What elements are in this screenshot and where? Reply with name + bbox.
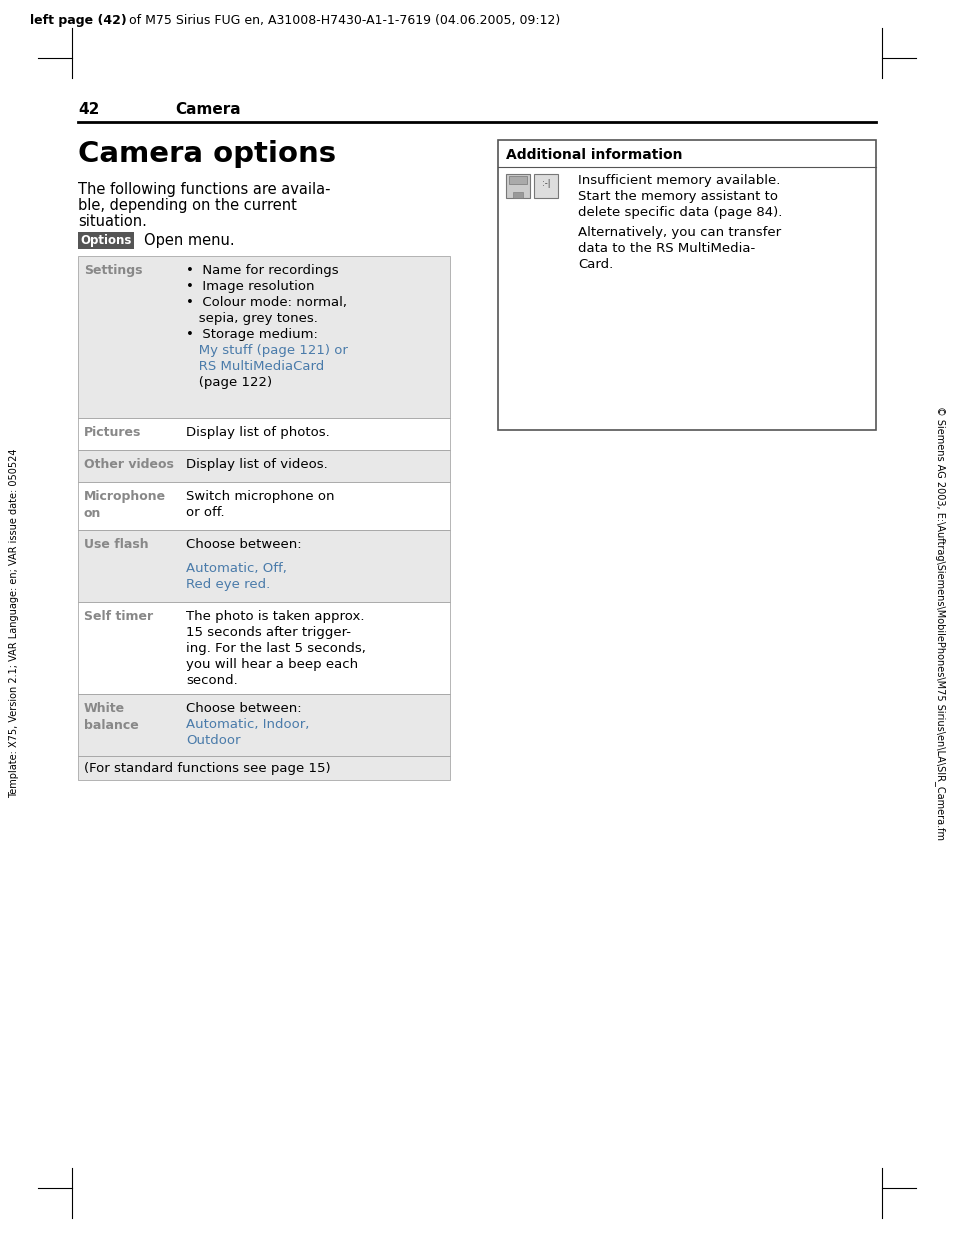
- Text: of M75 Sirius FUG en, A31008-H7430-A1-1-7619 (04.06.2005, 09:12): of M75 Sirius FUG en, A31008-H7430-A1-1-…: [125, 14, 559, 27]
- Bar: [78, 756, 450, 780]
- Bar: [78, 602, 450, 694]
- Bar: [513, 192, 522, 198]
- Text: Insufficient memory available.: Insufficient memory available.: [578, 174, 780, 187]
- Text: My stuff (page 121) or: My stuff (page 121) or: [186, 344, 348, 358]
- Text: data to the RS MultiMedia-: data to the RS MultiMedia-: [578, 242, 755, 255]
- Text: Choose between:: Choose between:: [186, 701, 301, 715]
- Text: Additional information: Additional information: [505, 148, 681, 162]
- Text: Red eye red.: Red eye red.: [186, 578, 270, 591]
- Text: Switch microphone on: Switch microphone on: [186, 490, 335, 503]
- Text: 15 seconds after trigger-: 15 seconds after trigger-: [186, 625, 351, 639]
- Bar: [78, 482, 450, 530]
- Text: Display list of photos.: Display list of photos.: [186, 426, 330, 439]
- Text: or off.: or off.: [186, 506, 224, 520]
- Text: The following functions are availa-: The following functions are availa-: [78, 182, 330, 197]
- Text: Settings: Settings: [84, 264, 142, 277]
- Text: Outdoor: Outdoor: [186, 734, 240, 748]
- Text: Automatic, Indoor,: Automatic, Indoor,: [186, 718, 309, 731]
- Bar: [78, 694, 450, 756]
- Text: Automatic, Off,: Automatic, Off,: [186, 562, 287, 574]
- Text: Options: Options: [80, 234, 132, 247]
- Text: ing. For the last 5 seconds,: ing. For the last 5 seconds,: [186, 642, 366, 655]
- Text: •  Name for recordings: • Name for recordings: [186, 264, 338, 277]
- Text: 42: 42: [78, 102, 99, 117]
- Text: Camera: Camera: [174, 102, 240, 117]
- Text: Choose between:: Choose between:: [186, 538, 301, 551]
- Bar: [509, 176, 526, 184]
- Text: The photo is taken approx.: The photo is taken approx.: [186, 611, 364, 623]
- Bar: [78, 232, 133, 249]
- Text: Alternatively, you can transfer: Alternatively, you can transfer: [578, 226, 781, 239]
- Text: Camera options: Camera options: [78, 140, 335, 168]
- Text: RS MultiMediaCard: RS MultiMediaCard: [186, 360, 324, 373]
- Text: Card.: Card.: [578, 258, 613, 270]
- Text: Pictures: Pictures: [84, 426, 141, 439]
- Text: (page 122): (page 122): [186, 376, 272, 389]
- Bar: [534, 174, 558, 198]
- Text: delete specific data (page 84).: delete specific data (page 84).: [578, 206, 781, 219]
- Text: Start the memory assistant to: Start the memory assistant to: [578, 189, 778, 203]
- Text: (For standard functions see page 15): (For standard functions see page 15): [84, 763, 331, 775]
- Text: Microphone
on: Microphone on: [84, 490, 166, 520]
- Text: situation.: situation.: [78, 214, 147, 229]
- Text: •  Colour mode: normal,: • Colour mode: normal,: [186, 297, 347, 309]
- Text: •  Storage medium:: • Storage medium:: [186, 328, 317, 341]
- Text: Other videos: Other videos: [84, 459, 173, 471]
- Text: sepia, grey tones.: sepia, grey tones.: [186, 312, 317, 325]
- Bar: [78, 530, 450, 602]
- Bar: [505, 174, 530, 198]
- Text: Self timer: Self timer: [84, 611, 153, 623]
- Bar: [78, 450, 450, 482]
- Text: you will hear a beep each: you will hear a beep each: [186, 658, 357, 672]
- Text: White
balance: White balance: [84, 701, 138, 731]
- Text: •  Image resolution: • Image resolution: [186, 280, 314, 293]
- Text: second.: second.: [186, 674, 237, 687]
- Text: Open menu.: Open menu.: [144, 233, 234, 248]
- Bar: [78, 417, 450, 450]
- Bar: [78, 255, 450, 417]
- Text: Use flash: Use flash: [84, 538, 149, 551]
- Text: left page (42): left page (42): [30, 14, 127, 27]
- Text: Template: X75, Version 2.1; VAR Language: en; VAR issue date: 050524: Template: X75, Version 2.1; VAR Language…: [9, 449, 19, 797]
- Bar: [497, 140, 875, 430]
- Text: Display list of videos.: Display list of videos.: [186, 459, 328, 471]
- Text: ble, depending on the current: ble, depending on the current: [78, 198, 296, 213]
- Text: © Siemens AG 2003, E:\Auftrag\Siemens\MobilePhones\M75 Sirius\en\LA\SIR_Camera.f: © Siemens AG 2003, E:\Auftrag\Siemens\Mo…: [934, 406, 944, 840]
- Text: :-|: :-|: [541, 179, 550, 188]
